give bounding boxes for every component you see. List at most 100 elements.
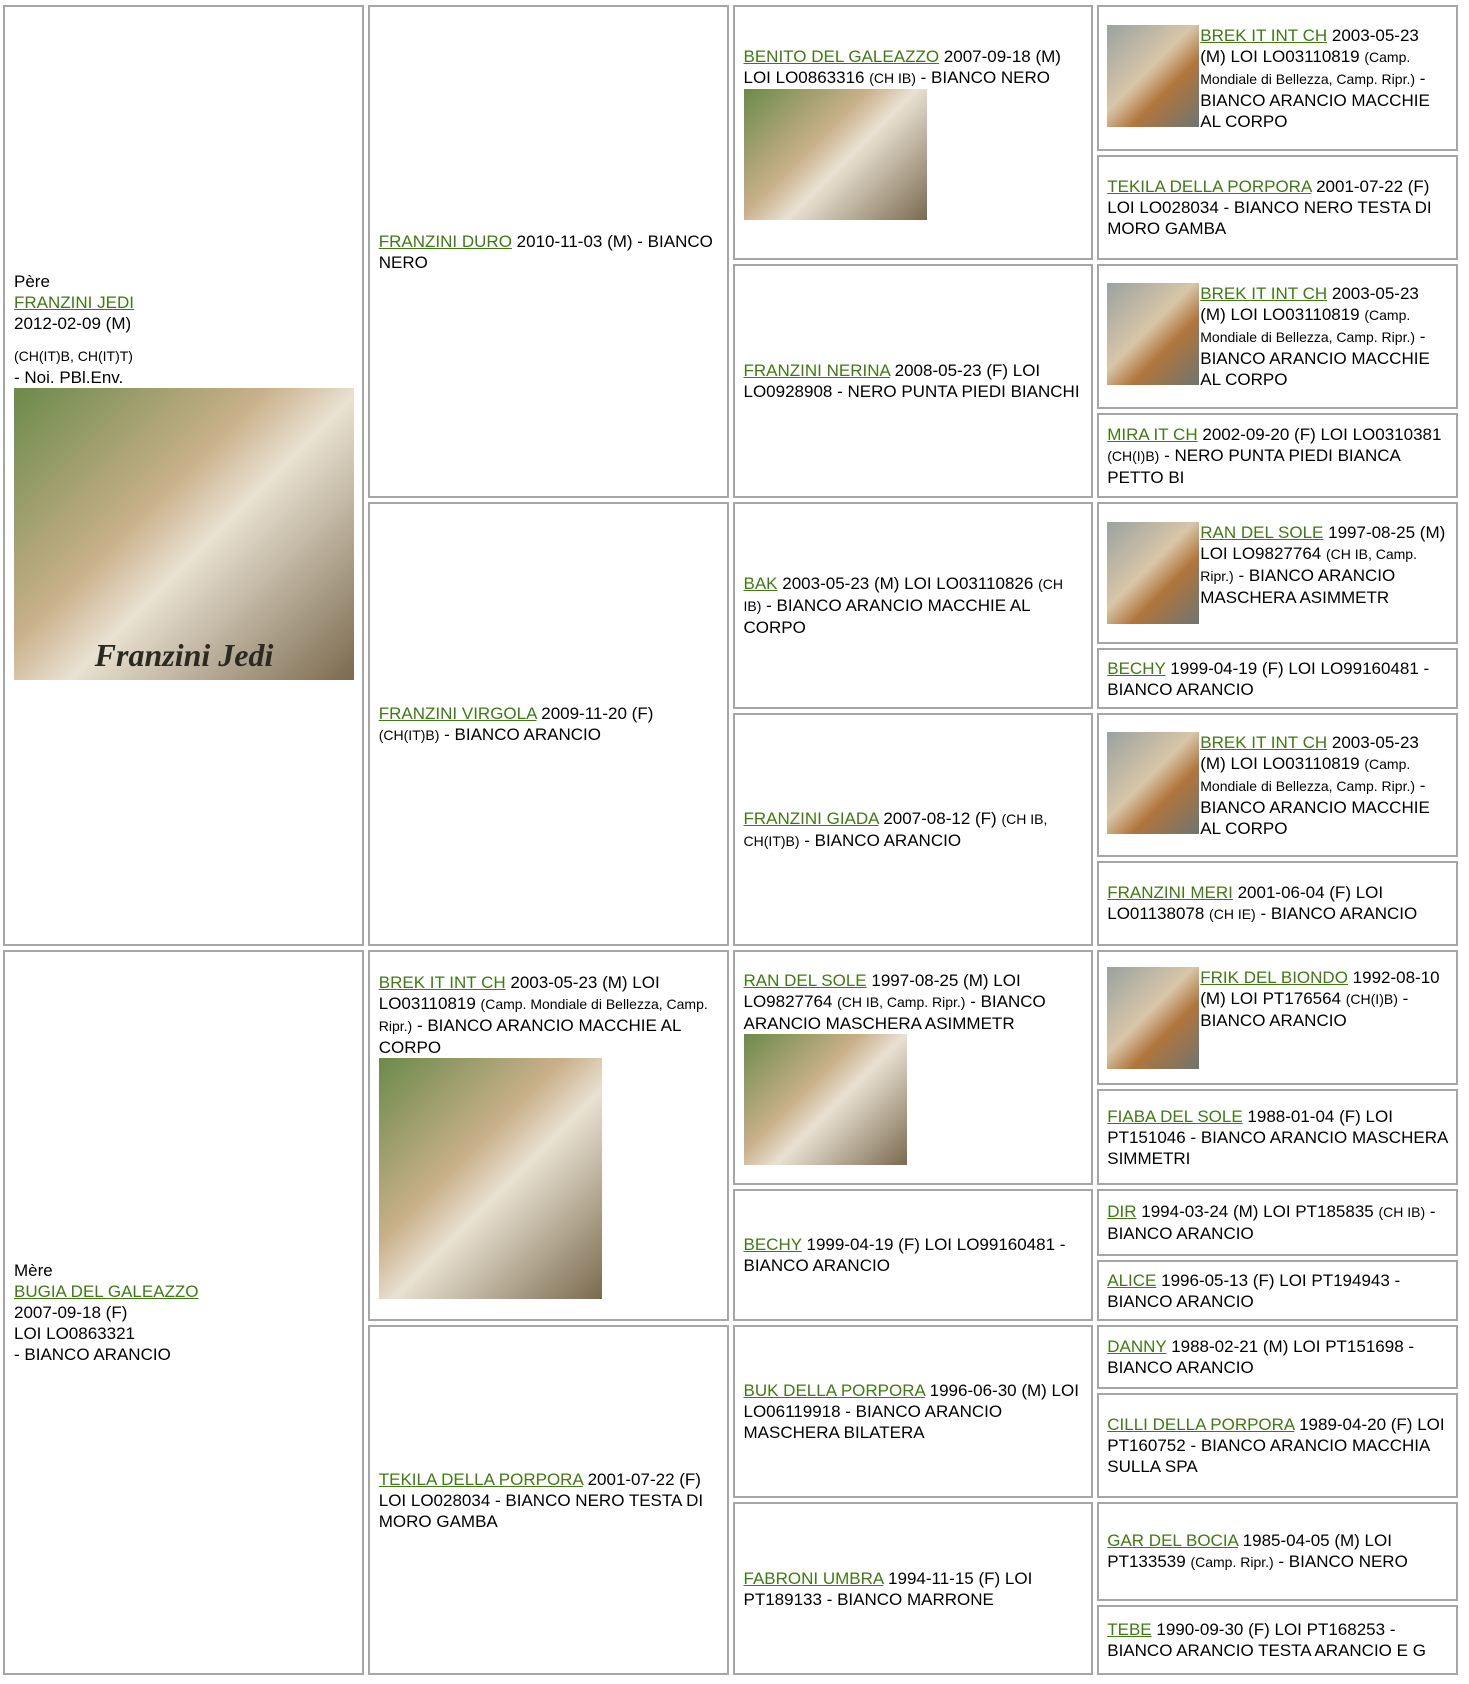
photo-caption: Franzini Jedi — [94, 637, 274, 673]
pedigree-row: Mère BUGIA DEL GALEAZZO 2007-09-18 (F) LOI … — [3, 950, 1458, 1675]
dog-colour: - BIANCO ARANCIO MASCHERA SIMMETRI — [1107, 1127, 1448, 1168]
dog-colour: - BIANCO ARANCIO — [1200, 988, 1409, 1030]
dog-colour: - BIANCO NERO — [378, 231, 713, 272]
dog-name-link[interactable]: DIR — [1107, 1202, 1137, 1221]
dog-name-link[interactable]: FRANZINI NERINA — [743, 361, 890, 380]
dog-colour: - Noi. PBl.Env. — [14, 368, 124, 387]
pedigree-row: FRANZINI VIRGOLA 2009-11-20 (F) (CH(IT)B… — [3, 502, 1458, 946]
dog-name-link[interactable]: FRANZINI DURO — [378, 231, 512, 251]
dog-details: 1989-04-20 (F) LOI PT160752 — [1107, 1415, 1445, 1455]
dog-name-link[interactable]: FRIK DEL BIONDO — [1200, 967, 1348, 987]
dog-photo — [378, 1058, 602, 1299]
dog-name-link[interactable]: TEKILA DELLA PORPORA — [1107, 177, 1312, 196]
pedigree-cell: RAN DEL SOLE 1997-08-25 (M) LOI LO982776… — [1097, 502, 1458, 644]
dog-name-link[interactable]: FRANZINI JEDI — [14, 293, 134, 312]
dog-details: 1994-03-24 (M) LOI PT185835 — [1141, 1202, 1374, 1221]
dog-details: 1990-09-30 (F) LOI PT168253 — [1156, 1620, 1386, 1639]
pedigree-cell: BECHY 1999-04-19 (F) LOI LO99160481 - BI… — [1097, 648, 1458, 709]
pedigree-row: CILLI DELLA PORPORA 1989-04-20 (F) LOI P… — [3, 1393, 1458, 1498]
dog-name-link[interactable]: MIRA IT CH — [1107, 424, 1198, 444]
dog-name-link[interactable]: FIABA DEL SOLE — [1107, 1106, 1243, 1126]
dog-name-link[interactable]: DANNY — [1107, 1337, 1167, 1356]
dog-colour: - NERO PUNTA PIEDI BIANCA PETTO BI — [1107, 445, 1400, 487]
pedigree-cell: BREK IT INT CH 2003-05-23 (M) LOI LO0311… — [1097, 264, 1458, 409]
dog-titles: (Camp. Mondiale di Bellezza, Camp. Ripr.… — [1200, 48, 1416, 87]
dog-details: 1985-04-05 (M) LOI PT133539 — [1107, 1531, 1392, 1571]
dog-name-link[interactable]: BECHY — [743, 1235, 802, 1254]
dog-name-link[interactable]: RAN DEL SOLE — [743, 971, 867, 990]
dog-photo — [1107, 24, 1200, 127]
dog-details: 1999-04-19 (F) LOI LO99160481 — [806, 1235, 1056, 1254]
dog-colour: - BIANCO ARANCIO MACCHIA SULLA SPA — [1107, 1436, 1430, 1476]
pedigree-cell: TEBE 1990-09-30 (F) LOI PT168253 - BIANC… — [1097, 1605, 1458, 1675]
dog-titles: (Camp. Mondiale di Bellezza, Camp. Ripr.… — [1200, 307, 1416, 345]
dog-details: 2008-05-23 (F) LOI LO0928908 — [743, 361, 1041, 401]
dog-colour: - BIANCO ARANCIO — [444, 724, 601, 744]
dog-colour: - BIANCO ARANCIO — [1107, 658, 1430, 699]
dog-name-link[interactable]: BREK IT INT CH — [1200, 25, 1328, 45]
dog-details: 1997-08-25 (M) LOI LO9827764 — [743, 971, 1021, 1011]
dog-name-link[interactable]: ALICE — [1107, 1270, 1157, 1290]
dog-details: 2007-09-18 (M) LOI LO0863316 — [743, 46, 1061, 87]
dog-details: 2009-11-20 (F) — [541, 703, 654, 723]
pedigree-row: FRANZINI GIADA 2007-08-12 (F) (CH IB, CH… — [3, 713, 1458, 946]
dog-details: 2003-05-23 (M) LOI LO03110819 — [1200, 732, 1419, 773]
dog-name-link[interactable]: FRANZINI MERI — [1107, 883, 1233, 902]
dog-details: 2002-09-20 (F) LOI LO0310381 — [1202, 424, 1442, 444]
parent-label: Père — [14, 272, 50, 291]
dog-name-link[interactable]: BENITO DEL GALEAZZO — [743, 46, 940, 66]
dog-titles: (CH IB) — [743, 576, 1063, 614]
dog-details: 1996-06-30 (M) LOI LO06119918 — [743, 1381, 1079, 1421]
dog-name-link[interactable]: FRANZINI VIRGOLA — [378, 703, 537, 723]
pedigree-cell: FRANZINI MERI 2001-06-04 (F) LOI LO01138… — [1097, 861, 1458, 946]
pedigree-cell: DIR 1994-03-24 (M) LOI PT185835 (CH IB) … — [1097, 1189, 1458, 1256]
dog-name-link[interactable]: TEBE — [1107, 1620, 1152, 1639]
dog-name-link[interactable]: RAN DEL SOLE — [1200, 523, 1324, 542]
pedigree-cell: FRIK DEL BIONDO 1992-08-10 (M) LOI PT176… — [1097, 950, 1458, 1085]
dog-name-link[interactable]: BUGIA DEL GALEAZZO — [14, 1282, 199, 1301]
dog-colour: - BIANCO ARANCIO MASCHERA BILATERA — [743, 1402, 1003, 1442]
pedigree-cell: MIRA IT CH 2002-09-20 (F) LOI LO0310381 … — [1097, 413, 1458, 498]
pedigree-cell: CILLI DELLA PORPORA 1989-04-20 (F) LOI P… — [1097, 1393, 1458, 1498]
dog-name-link[interactable]: BECHY — [1107, 658, 1166, 678]
pedigree-row: FRANZINI NERINA 2008-05-23 (F) LOI LO092… — [3, 264, 1458, 498]
pedigree-row: BECHY 1999-04-19 (F) LOI LO99160481 - BI… — [3, 1189, 1458, 1321]
dog-name-link[interactable]: BUK DELLA PORPORA — [743, 1381, 925, 1400]
dog-colour: - BIANCO ARANCIO — [743, 1235, 1066, 1275]
dog-photo: Franzini Jedi — [14, 388, 354, 680]
dog-name-link[interactable]: FABRONI UMBRA — [743, 1568, 884, 1588]
name-line: BUGIA DEL GALEAZZO — [14, 1281, 353, 1302]
dog-titles: (CH(I)B) — [1345, 990, 1398, 1007]
dog-photo — [1107, 966, 1200, 1069]
dog-name-link[interactable]: BREK IT INT CH — [1200, 732, 1328, 752]
pedigree-cell: BENITO DEL GALEAZZO 2007-09-18 (M) LOI L… — [732, 5, 1094, 260]
dog-name-link[interactable]: BREK IT INT CH — [1200, 284, 1328, 303]
dog-titles: (CH(I)B) — [1107, 447, 1160, 464]
dog-name-link[interactable]: BAK — [743, 574, 778, 593]
dog-name-link[interactable]: TEKILA DELLA PORPORA — [378, 1469, 583, 1489]
pedigree-cell: TEKILA DELLA PORPORA 2001-07-22 (F) LOI … — [367, 1325, 729, 1675]
dog-details: 2010-11-03 (M) — [516, 231, 633, 251]
dog-name-link[interactable]: CILLI DELLA PORPORA — [1107, 1415, 1295, 1434]
pedigree-cell: FRANZINI DURO 2010-11-03 (M) - BIANCO NE… — [367, 5, 729, 498]
pedigree-cell: BREK IT INT CH 2003-05-23 (M) LOI LO0311… — [367, 950, 729, 1321]
dog-titles: (CH IB) — [1378, 1204, 1426, 1220]
dog-colour: - BIANCO ARANCIO — [804, 830, 962, 850]
pedigree-cell: FRANZINI GIADA 2007-08-12 (F) (CH IB, CH… — [732, 713, 1094, 946]
dog-details: 2003-05-23 (M) LOI LO03110826 — [782, 574, 1034, 593]
pedigree-row: TEKILA DELLA PORPORA 2001-07-22 (F) LOI … — [3, 155, 1458, 260]
dog-titles: (Camp. Ripr.) — [1190, 1554, 1274, 1570]
dog-photo — [1107, 283, 1200, 385]
dog-titles: (CH(IT)B, CH(IT)T) — [14, 348, 133, 364]
pedigree-row: BECHY 1999-04-19 (F) LOI LO99160481 - BI… — [3, 648, 1458, 709]
pedigree-cell: BECHY 1999-04-19 (F) LOI LO99160481 - BI… — [732, 1189, 1094, 1321]
dog-details: 2012-02-09 (M) — [14, 314, 132, 333]
dog-colour: - BIANCO ARANCIO — [1107, 1202, 1436, 1243]
name-line: FRANZINI JEDI — [14, 292, 353, 313]
dog-name-link[interactable]: FRANZINI GIADA — [743, 808, 879, 828]
dog-name-link[interactable]: BREK IT INT CH — [378, 973, 506, 992]
dog-details: 2001-06-04 (F) LOI LO01138078 — [1107, 883, 1384, 923]
pedigree-cell: FIABA DEL SOLE 1988-01-04 (F) LOI PT1510… — [1097, 1089, 1458, 1185]
dog-name-link[interactable]: GAR DEL BOCIA — [1107, 1531, 1238, 1550]
